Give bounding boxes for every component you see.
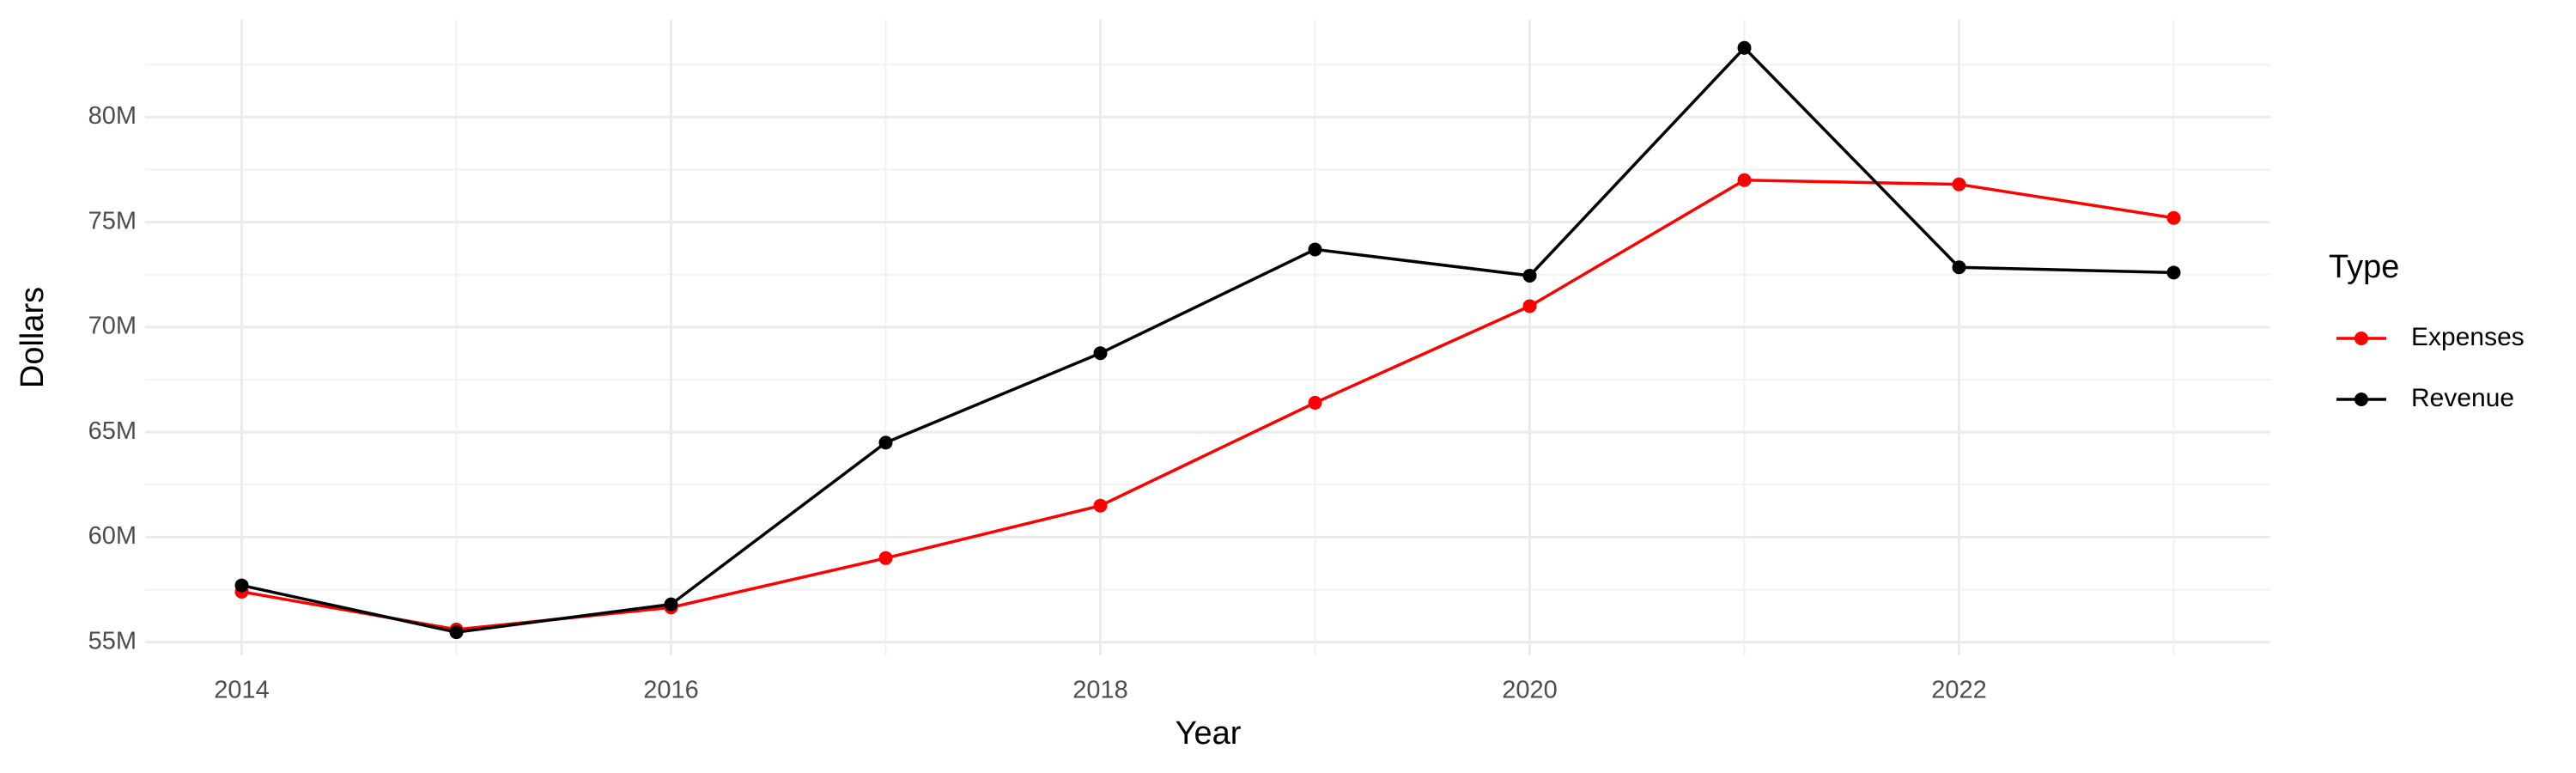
data-point — [1522, 269, 1537, 283]
data-point — [878, 551, 893, 565]
y-tick-label: 80M — [88, 102, 137, 130]
series-line — [241, 179, 2174, 631]
y-tick-label: 75M — [88, 207, 137, 234]
data-point — [1308, 242, 1322, 257]
y-tick-label: 65M — [88, 417, 137, 445]
x-tick-label: 2016 — [643, 677, 699, 704]
data-point — [2166, 265, 2181, 280]
legend-label: Revenue — [2411, 384, 2514, 412]
data-point — [234, 578, 249, 593]
legend-title: Type — [2329, 249, 2399, 285]
legend-point — [2354, 332, 2368, 345]
series-line — [241, 46, 2174, 634]
legend-label: Expenses — [2411, 323, 2524, 351]
data-point — [1093, 346, 1108, 361]
data-point — [664, 597, 678, 612]
legend-point — [2354, 393, 2368, 406]
x-tick-label: 2014 — [214, 677, 270, 704]
data-point — [1737, 40, 1752, 55]
y-axis-title: Dollars — [15, 287, 51, 388]
data-point — [2166, 210, 2181, 225]
data-point — [1952, 260, 1966, 275]
x-tick-label: 2022 — [1931, 677, 1987, 704]
data-point — [1522, 299, 1537, 313]
y-tick-label: 60M — [88, 522, 137, 550]
data-point — [878, 435, 893, 450]
data-point — [1952, 177, 1966, 192]
data-point — [1093, 498, 1108, 513]
x-axis-title: Year — [1176, 715, 1242, 752]
data-point — [449, 625, 464, 640]
y-tick-label: 55M — [88, 627, 137, 654]
data-point — [1737, 173, 1752, 187]
x-tick-label: 2020 — [1502, 677, 1558, 704]
y-tick-label: 70M — [88, 313, 137, 340]
data-point — [1308, 395, 1322, 410]
x-tick-label: 2018 — [1072, 677, 1128, 704]
